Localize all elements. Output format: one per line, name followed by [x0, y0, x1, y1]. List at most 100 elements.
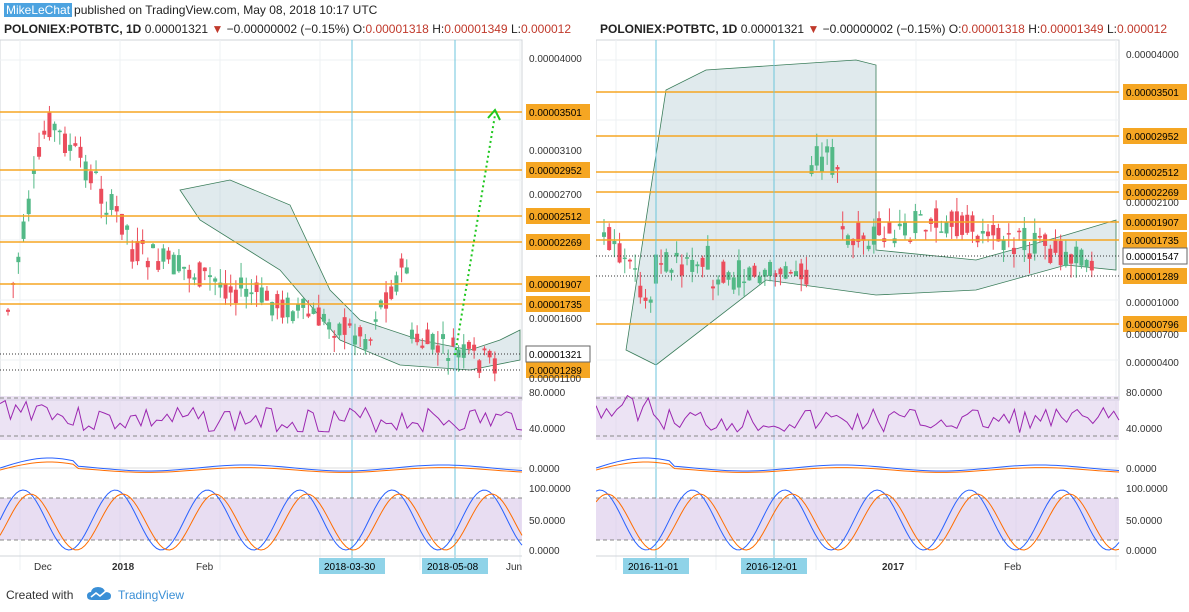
candle	[161, 248, 166, 262]
chart-panel-left[interactable]: POLONIEX:POTBTC, 1D 0.00001321 ▼ −0.0000…	[0, 20, 592, 576]
candle	[135, 241, 140, 262]
level-badge	[1123, 164, 1187, 180]
candle	[213, 278, 218, 282]
candle	[674, 252, 679, 257]
candle	[456, 349, 461, 358]
candle	[934, 208, 939, 228]
time-badge	[422, 558, 488, 574]
candle	[1001, 239, 1006, 251]
candle	[986, 231, 991, 237]
level-badge	[1123, 316, 1187, 332]
candle	[887, 222, 892, 234]
candle	[669, 269, 674, 273]
candle	[1089, 260, 1094, 271]
candle	[42, 130, 47, 135]
candle	[280, 299, 285, 318]
candle	[970, 215, 975, 232]
level-badge-label: 0.00001289	[1126, 272, 1179, 283]
candle	[768, 261, 773, 277]
candle	[1032, 232, 1037, 254]
stoch-band	[0, 498, 522, 540]
candle	[311, 308, 316, 314]
candle	[918, 214, 923, 216]
candle	[420, 345, 425, 348]
candle	[363, 339, 368, 350]
candle	[156, 261, 161, 270]
level-badge	[526, 208, 590, 224]
candle	[430, 333, 435, 350]
current-price-badge	[1122, 247, 1188, 265]
stoch-axis-label: 100.0000	[529, 484, 571, 495]
stoch-axis-label: 50.0000	[1126, 516, 1163, 527]
candle	[47, 112, 52, 138]
candle	[622, 257, 627, 260]
symbol-name[interactable]: POLONIEX:POTBTC, 1D	[600, 22, 738, 36]
candle	[461, 344, 466, 358]
price-pane	[596, 39, 1120, 401]
candle	[835, 167, 840, 170]
candle	[114, 206, 119, 212]
candle	[109, 194, 114, 210]
stoch-axis-label: 0.0000	[1126, 546, 1157, 557]
candle	[944, 222, 949, 234]
candle	[991, 225, 996, 236]
time-axis-label: 2017	[882, 562, 905, 573]
candle	[965, 214, 970, 233]
rsi-band	[596, 396, 1119, 440]
open-value: 0.00001318	[365, 22, 429, 36]
ichimoku-cloud	[179, 179, 521, 371]
open-label: O:	[352, 22, 366, 36]
candle	[643, 297, 648, 301]
candle	[166, 250, 171, 260]
level-badge-label: 0.00001907	[529, 280, 582, 291]
price-axis-label: 0.00004000	[529, 54, 582, 65]
tradingview-link[interactable]: TradingView	[118, 588, 185, 602]
candle	[223, 283, 228, 299]
symbol-name[interactable]: POLONIEX:POTBTC, 1D	[4, 22, 142, 36]
stoch-k	[0, 489, 523, 551]
candle	[856, 222, 861, 242]
candle	[270, 302, 275, 316]
candle	[99, 188, 104, 204]
candle	[347, 323, 352, 326]
chart-panel-right[interactable]: POLONIEX:POTBTC, 1D 0.00001321 ▼ −0.0000…	[596, 20, 1189, 576]
price-change: −0.00000002 (−0.15%)	[822, 22, 946, 36]
open-label: O:	[948, 22, 962, 36]
candle	[285, 297, 290, 318]
rsi-axis-label: 40.0000	[529, 424, 566, 435]
candle	[207, 275, 212, 278]
time-axis-label: Feb	[1004, 562, 1022, 573]
level-badge-label: 0.00002952	[1126, 132, 1179, 143]
stoch-axis-label: 0.0000	[529, 546, 560, 557]
candle	[705, 245, 710, 270]
candle	[389, 286, 394, 299]
candle	[321, 313, 326, 322]
stoch-k	[596, 489, 1120, 551]
time-badge-label: 2018-03-30	[324, 562, 376, 573]
rsi-axis-label: 80.0000	[529, 388, 566, 399]
time-axis-label: Feb	[196, 562, 214, 573]
tradingview-cloud-icon[interactable]	[86, 586, 112, 602]
current-price-badge	[525, 345, 591, 363]
candle	[612, 240, 617, 245]
current-price-label: 0.00001547	[1126, 252, 1179, 263]
candle	[716, 279, 721, 285]
chart-canvas-left[interactable]: 0.00003501 0.00002952 0.00002512 0.00002269…	[0, 20, 592, 576]
candle	[415, 333, 420, 343]
username-link[interactable]: MikeLeChat	[4, 3, 73, 17]
chart-canvas-right[interactable]: 0.00003501 0.00002952 0.00002512 0.00002269…	[596, 20, 1189, 576]
level-badge-label: 0.00002269	[1126, 188, 1179, 199]
stoch-axis-label: 100.0000	[1126, 484, 1168, 495]
level-badge-label: 0.00002952	[529, 166, 582, 177]
low-value: 0.000012	[1116, 22, 1168, 36]
candle	[1048, 248, 1053, 263]
stoch-d	[596, 493, 1120, 551]
candle	[228, 286, 233, 293]
candle	[441, 334, 446, 340]
candle	[1074, 246, 1079, 264]
candle	[794, 271, 799, 276]
level-badge	[1123, 232, 1187, 248]
candle	[902, 222, 907, 236]
candle	[1063, 251, 1068, 267]
candle	[264, 290, 269, 301]
